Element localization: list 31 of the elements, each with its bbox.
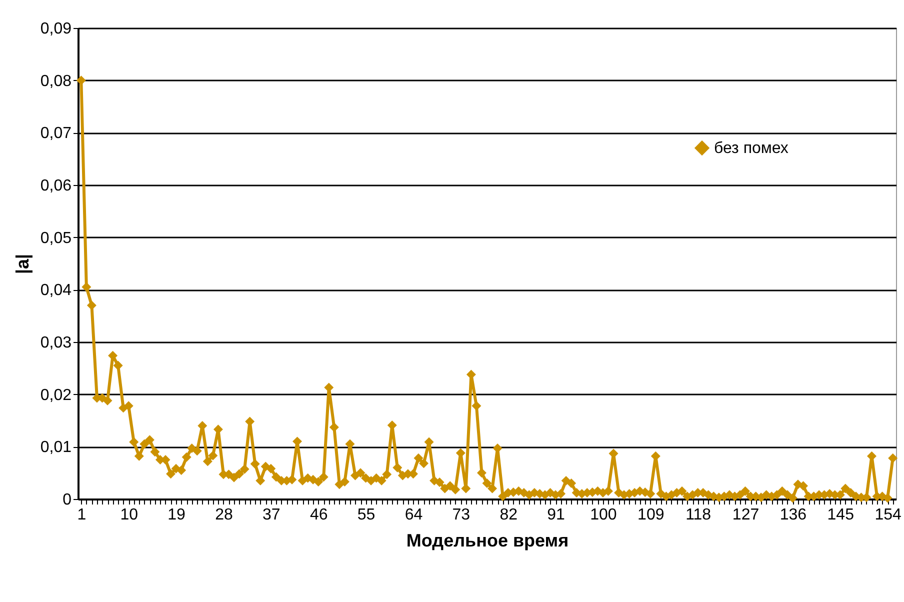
x-tick-label: 91 <box>547 506 566 524</box>
y-tick-label: 0,06 <box>40 178 72 194</box>
x-tick-label: 64 <box>404 506 423 524</box>
y-tick-label: 0,02 <box>40 386 72 404</box>
x-tick-label: 145 <box>827 506 854 524</box>
y-tick-label: 0,07 <box>40 125 72 142</box>
y-tick-label: 0,05 <box>40 230 72 247</box>
x-tick-label: 82 <box>500 506 518 524</box>
x-tick-label: 109 <box>638 506 664 524</box>
y-axis-title: |a| <box>12 254 32 274</box>
y-tick-label: 0,01 <box>40 439 72 456</box>
y-tick-label: 0,03 <box>40 334 72 352</box>
x-tick-label: 73 <box>452 506 470 524</box>
x-tick-label: 19 <box>168 506 186 524</box>
y-tick-label: 0,08 <box>40 72 72 90</box>
x-axis-title: Модельное время <box>406 530 569 550</box>
x-tick-label: 118 <box>686 506 712 524</box>
y-tick-label: 0,09 <box>40 20 72 38</box>
x-tick-label: 28 <box>215 506 233 524</box>
x-tick-label: 1 <box>77 506 86 524</box>
x-tick-label: 154 <box>874 506 902 524</box>
x-tick-label: 46 <box>310 506 328 524</box>
x-tick-label: 100 <box>590 506 617 524</box>
x-tick-label: 10 <box>120 506 138 524</box>
y-tick-label: 0,04 <box>40 282 72 300</box>
x-tick-label: 136 <box>780 506 807 524</box>
x-tick-label: 37 <box>262 506 280 524</box>
legend-label: без помех <box>714 140 788 157</box>
x-tick-label: 127 <box>732 506 760 524</box>
x-tick-label: 55 <box>357 506 376 524</box>
y-tick-label: 0 <box>62 492 72 508</box>
